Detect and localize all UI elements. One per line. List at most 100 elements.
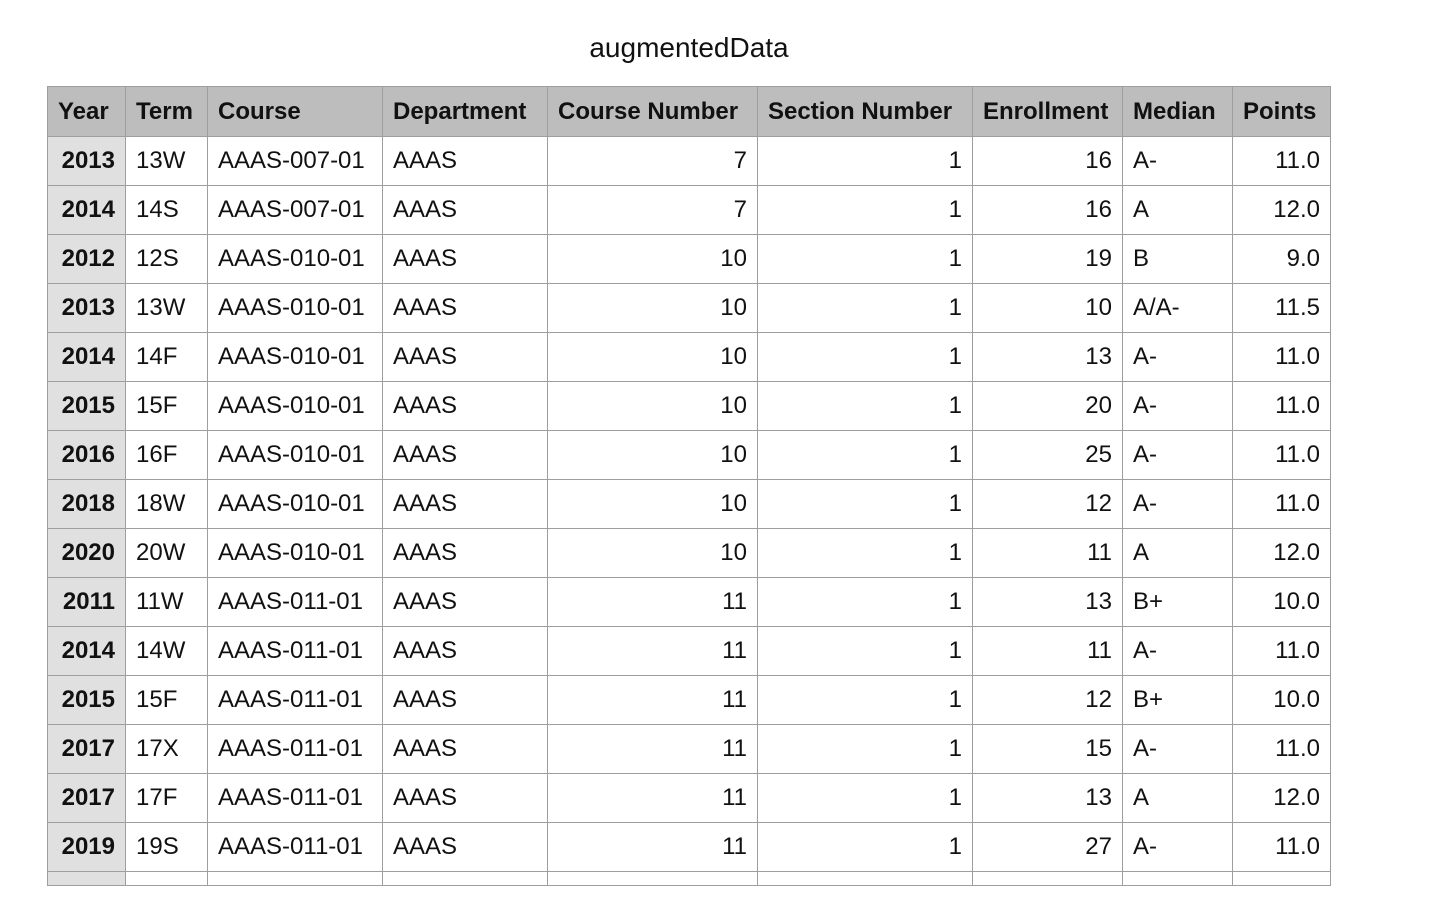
median-cell[interactable]: A- (1122, 332, 1233, 382)
year-cell[interactable]: 2013 (47, 283, 126, 333)
column-header-course-number[interactable]: Course Number (547, 86, 758, 137)
points-cell[interactable]: 12.0 (1232, 528, 1331, 578)
enrollment-cell[interactable]: 12 (972, 675, 1123, 725)
enrollment-cell[interactable]: 13 (972, 577, 1123, 627)
section-number-cell[interactable]: 1 (757, 479, 973, 529)
course-number-cell[interactable]: 11 (547, 773, 758, 823)
points-cell[interactable]: 11.0 (1232, 430, 1331, 480)
course-cell[interactable]: AAAS-010-01 (207, 234, 383, 284)
year-cell[interactable]: 2014 (47, 626, 126, 676)
enrollment-cell[interactable]: 16 (972, 136, 1123, 186)
course-number-cell[interactable]: 10 (547, 528, 758, 578)
year-cell[interactable]: 2017 (47, 724, 126, 774)
term-cell[interactable]: 14F (125, 332, 208, 382)
points-cell[interactable]: 9.0 (1232, 234, 1331, 284)
course-number-cell[interactable]: 10 (547, 430, 758, 480)
term-cell[interactable]: 17X (125, 724, 208, 774)
department-cell[interactable]: AAAS (382, 136, 548, 186)
course-cell[interactable]: AAAS-011-01 (207, 675, 383, 725)
department-cell[interactable]: AAAS (382, 234, 548, 284)
enrollment-cell[interactable]: 13 (972, 332, 1123, 382)
department-cell[interactable]: AAAS (382, 430, 548, 480)
enrollment-cell[interactable]: 20 (972, 381, 1123, 431)
department-cell[interactable]: AAAS (382, 577, 548, 627)
course-number-cell[interactable]: 10 (547, 283, 758, 333)
year-cell[interactable]: 2015 (47, 381, 126, 431)
column-header-term[interactable]: Term (125, 86, 208, 137)
department-cell[interactable]: AAAS (382, 773, 548, 823)
median-cell[interactable]: A- (1122, 822, 1233, 872)
section-number-cell[interactable]: 1 (757, 773, 973, 823)
course-cell[interactable]: AAAS-007-01 (207, 136, 383, 186)
year-cell[interactable]: 2016 (47, 430, 126, 480)
enrollment-cell[interactable]: 12 (972, 479, 1123, 529)
course-number-cell[interactable]: 11 (547, 577, 758, 627)
column-header-department[interactable]: Department (382, 86, 548, 137)
term-cell[interactable]: 13W (125, 136, 208, 186)
course-cell[interactable]: AAAS-007-01 (207, 185, 383, 235)
median-cell[interactable]: A- (1122, 724, 1233, 774)
median-cell[interactable] (1122, 871, 1233, 886)
column-header-enrollment[interactable]: Enrollment (972, 86, 1123, 137)
department-cell[interactable]: AAAS (382, 626, 548, 676)
section-number-cell[interactable]: 1 (757, 185, 973, 235)
column-header-section-number[interactable]: Section Number (757, 86, 973, 137)
points-cell[interactable]: 12.0 (1232, 185, 1331, 235)
course-cell[interactable]: AAAS-010-01 (207, 283, 383, 333)
course-number-cell[interactable]: 11 (547, 724, 758, 774)
section-number-cell[interactable]: 1 (757, 822, 973, 872)
points-cell[interactable]: 11.0 (1232, 136, 1331, 186)
term-cell[interactable]: 11W (125, 577, 208, 627)
points-cell[interactable]: 11.0 (1232, 724, 1331, 774)
term-cell[interactable] (125, 871, 208, 886)
term-cell[interactable]: 17F (125, 773, 208, 823)
department-cell[interactable] (382, 871, 548, 886)
course-number-cell[interactable]: 7 (547, 136, 758, 186)
points-cell[interactable]: 11.0 (1232, 381, 1331, 431)
term-cell[interactable]: 14W (125, 626, 208, 676)
points-cell[interactable]: 11.0 (1232, 479, 1331, 529)
term-cell[interactable]: 15F (125, 381, 208, 431)
median-cell[interactable]: A (1122, 773, 1233, 823)
course-number-cell[interactable]: 10 (547, 479, 758, 529)
median-cell[interactable]: A/A- (1122, 283, 1233, 333)
course-cell[interactable]: AAAS-011-01 (207, 724, 383, 774)
median-cell[interactable]: A- (1122, 430, 1233, 480)
course-cell[interactable]: AAAS-010-01 (207, 381, 383, 431)
median-cell[interactable]: A (1122, 185, 1233, 235)
year-cell[interactable]: 2014 (47, 332, 126, 382)
course-number-cell[interactable]: 11 (547, 822, 758, 872)
section-number-cell[interactable]: 1 (757, 283, 973, 333)
term-cell[interactable]: 19S (125, 822, 208, 872)
points-cell[interactable]: 11.0 (1232, 626, 1331, 676)
course-number-cell[interactable]: 10 (547, 381, 758, 431)
points-cell[interactable]: 10.0 (1232, 675, 1331, 725)
enrollment-cell[interactable]: 13 (972, 773, 1123, 823)
section-number-cell[interactable]: 1 (757, 234, 973, 284)
median-cell[interactable]: A- (1122, 136, 1233, 186)
year-cell[interactable]: 2020 (47, 528, 126, 578)
term-cell[interactable]: 14S (125, 185, 208, 235)
term-cell[interactable]: 18W (125, 479, 208, 529)
section-number-cell[interactable]: 1 (757, 136, 973, 186)
median-cell[interactable]: A- (1122, 479, 1233, 529)
column-header-year[interactable]: Year (47, 86, 126, 137)
year-cell[interactable]: 2019 (47, 822, 126, 872)
enrollment-cell[interactable]: 10 (972, 283, 1123, 333)
column-header-points[interactable]: Points (1232, 86, 1331, 137)
enrollment-cell[interactable]: 16 (972, 185, 1123, 235)
year-cell[interactable]: 2011 (47, 577, 126, 627)
course-cell[interactable]: AAAS-010-01 (207, 332, 383, 382)
year-cell[interactable]: 2012 (47, 234, 126, 284)
course-number-cell[interactable]: 10 (547, 332, 758, 382)
points-cell[interactable]: 11.0 (1232, 822, 1331, 872)
term-cell[interactable]: 13W (125, 283, 208, 333)
median-cell[interactable]: A- (1122, 381, 1233, 431)
points-cell[interactable]: 11.0 (1232, 332, 1331, 382)
department-cell[interactable]: AAAS (382, 479, 548, 529)
course-cell[interactable]: AAAS-011-01 (207, 773, 383, 823)
department-cell[interactable]: AAAS (382, 528, 548, 578)
course-cell[interactable]: AAAS-010-01 (207, 430, 383, 480)
department-cell[interactable]: AAAS (382, 675, 548, 725)
column-header-median[interactable]: Median (1122, 86, 1233, 137)
